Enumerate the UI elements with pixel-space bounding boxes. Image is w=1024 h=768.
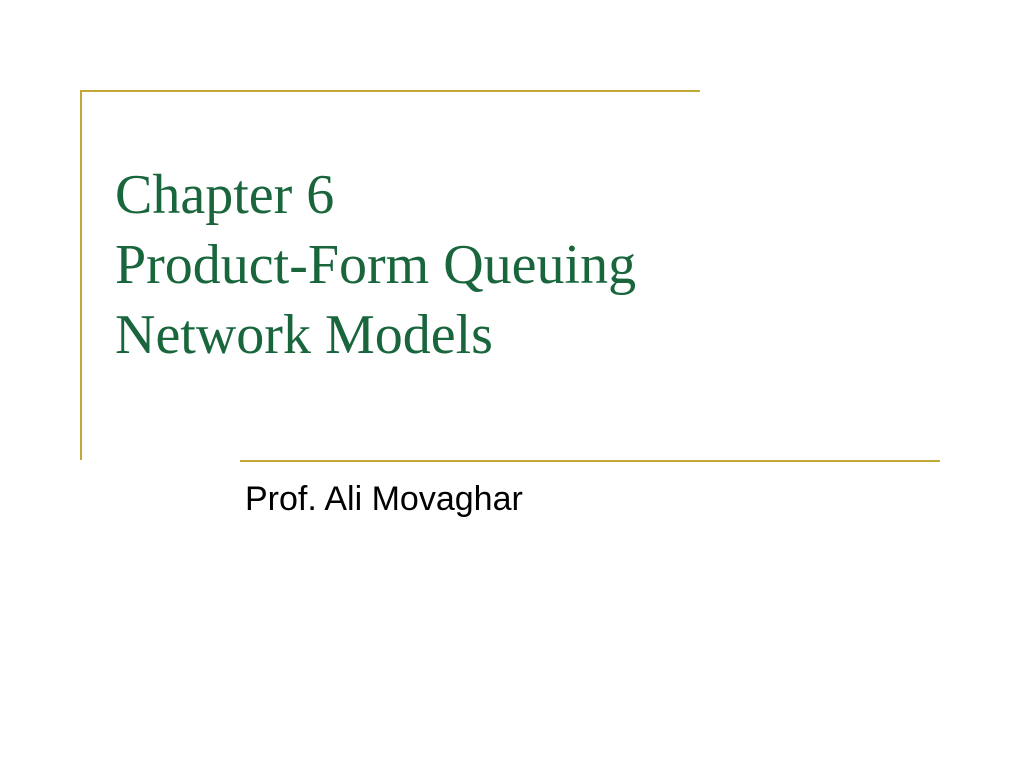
subtitle-author: Prof. Ali Movaghar <box>245 480 523 519</box>
title-line-1: Chapter 6 <box>115 160 895 230</box>
title-line-3: Network Models <box>115 300 895 370</box>
title-line-2: Product-Form Queuing <box>115 230 895 300</box>
decorative-rule-top <box>80 90 700 92</box>
decorative-rule-left <box>80 90 82 460</box>
title-block: Chapter 6 Product-Form Queuing Network M… <box>115 160 895 370</box>
decorative-rule-bottom <box>240 460 940 462</box>
